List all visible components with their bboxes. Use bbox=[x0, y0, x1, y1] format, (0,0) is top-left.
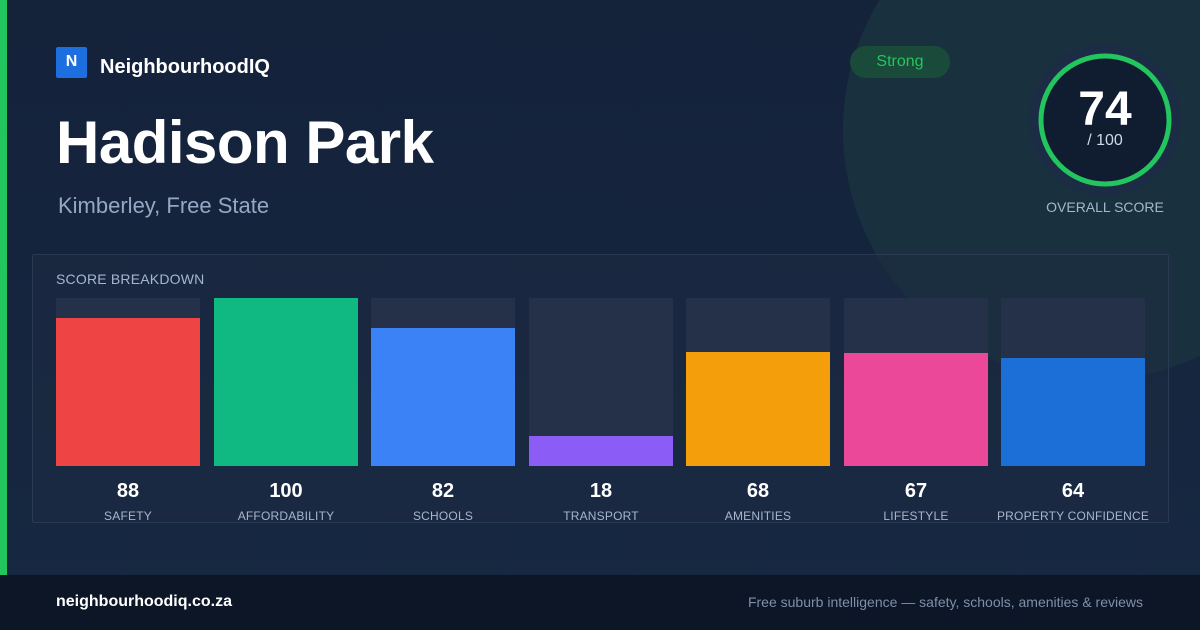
bar-column-affordability: 100 AFFORDABILITY bbox=[214, 298, 358, 528]
bar-category-label: LIFESTYLE bbox=[883, 509, 949, 523]
score-ring-arc bbox=[1038, 53, 1172, 187]
status-badge: Strong bbox=[850, 46, 950, 78]
bar-value-label: 67 bbox=[904, 480, 928, 502]
bar-category-label: AFFORDABILITY bbox=[237, 509, 335, 523]
bar-category-label: AMENITIES bbox=[724, 509, 792, 523]
bar-value-label: 64 bbox=[1061, 480, 1085, 502]
bar-value-label: 88 bbox=[116, 480, 140, 502]
bar bbox=[371, 328, 515, 466]
overall-score-caption: OVERALL SCORE bbox=[1046, 199, 1164, 215]
bar-value-label: 68 bbox=[746, 480, 770, 502]
bar-track bbox=[214, 298, 358, 466]
bar-track bbox=[1001, 298, 1145, 466]
score-breakdown-title: SCORE BREAKDOWN bbox=[56, 271, 205, 287]
overall-score-value: 74 bbox=[1078, 83, 1132, 136]
bar bbox=[529, 436, 673, 466]
overall-score-ring bbox=[1029, 44, 1181, 196]
bar bbox=[56, 318, 200, 466]
footer bbox=[0, 575, 1200, 630]
accent-strip bbox=[0, 0, 7, 575]
bar-column-amenities: 68 AMENITIES bbox=[686, 298, 830, 528]
bar-column-lifestyle: 67 LIFESTYLE bbox=[844, 298, 988, 528]
footer-tagline: Free suburb intelligence — safety, schoo… bbox=[747, 594, 1143, 610]
bar-value-label: 82 bbox=[431, 480, 455, 502]
bar-column-transport: 18 TRANSPORT bbox=[529, 298, 673, 528]
suburb-title: Hadison Park bbox=[56, 109, 434, 176]
footer-url[interactable]: neighbourhoodiq.co.za bbox=[56, 593, 232, 610]
bar-category-label: TRANSPORT bbox=[563, 509, 639, 523]
brand-name: NeighbourhoodIQ bbox=[100, 55, 270, 78]
bar-value-label: 100 bbox=[269, 480, 303, 502]
bar-column-schools: 82 SCHOOLS bbox=[371, 298, 515, 528]
bar-track bbox=[844, 298, 988, 466]
bar-track bbox=[371, 298, 515, 466]
bar bbox=[844, 353, 988, 466]
overall-score-max: / 100 bbox=[1087, 132, 1123, 149]
suburb-location: Kimberley, Free State bbox=[58, 193, 270, 218]
brand[interactable]: N NeighbourhoodIQ bbox=[56, 46, 270, 78]
bar-category-label: SAFETY bbox=[104, 509, 152, 523]
bar-track bbox=[56, 298, 200, 466]
bar-track bbox=[686, 298, 830, 466]
bar-value-label: 18 bbox=[589, 480, 613, 502]
bar-category-label: PROPERTY CONFIDENCE bbox=[996, 509, 1150, 523]
bar-category-label: SCHOOLS bbox=[412, 509, 474, 523]
bar bbox=[1001, 358, 1145, 466]
bar bbox=[686, 352, 830, 466]
bar-column-property-confidence: 64 PROPERTY CONFIDENCE bbox=[997, 298, 1149, 528]
brand-logo: N bbox=[56, 46, 87, 78]
bar-column-safety: 88 SAFETY bbox=[56, 298, 200, 528]
bar-track bbox=[529, 298, 673, 466]
bar bbox=[214, 298, 358, 466]
